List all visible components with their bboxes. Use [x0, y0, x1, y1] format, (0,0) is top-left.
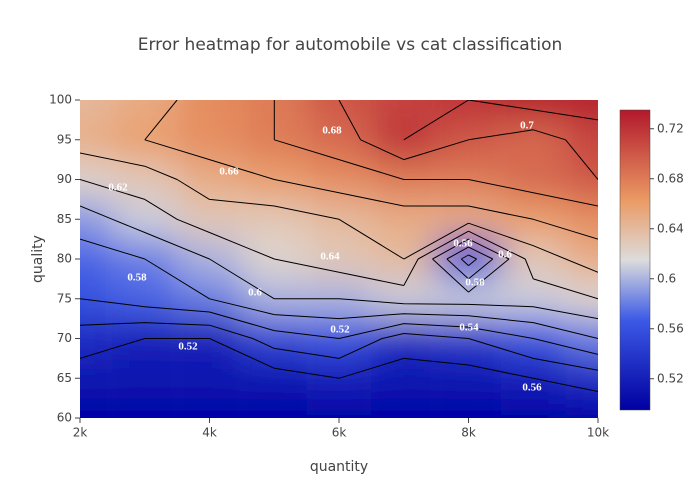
- heat-cell: [565, 119, 598, 160]
- colorbar-tick-label: 0.72: [657, 121, 684, 135]
- heat-cell: [565, 159, 598, 200]
- contour-line: [80, 152, 598, 273]
- contour-line: [80, 179, 598, 300]
- contour-line: [273, 100, 598, 207]
- heat-cell: [500, 119, 566, 160]
- contour-label: 0.7: [520, 120, 534, 132]
- heat-cell: [112, 199, 178, 240]
- contour-label: 0.56: [453, 238, 473, 250]
- heat-cell: [177, 398, 242, 418]
- y-tick-label: 95: [57, 132, 72, 146]
- y-tick-label: 75: [57, 291, 72, 305]
- contour-label: 0.56: [522, 382, 542, 394]
- heat-cell: [565, 239, 598, 279]
- heat-cell: [112, 278, 178, 319]
- heat-cell: [80, 159, 113, 200]
- heat-cell: [241, 358, 307, 399]
- chart-title: Error heatmap for automobile vs cat clas…: [138, 35, 563, 55]
- contour-line: [338, 100, 598, 180]
- contour-label: 0.58: [465, 277, 485, 289]
- contour-line: [80, 205, 598, 320]
- contour-label: 0.6: [248, 287, 262, 299]
- heat-cell: [80, 358, 113, 399]
- heat-cell: [436, 358, 501, 399]
- x-tick-label: 2k: [73, 426, 88, 440]
- contour-line: [403, 100, 598, 141]
- contour-line: [144, 100, 598, 240]
- heat-cell: [306, 398, 372, 418]
- heat-cell: [177, 199, 242, 240]
- x-axis-title: quantity: [310, 459, 368, 475]
- heat-cell: [436, 199, 501, 240]
- contour-line: [80, 254, 598, 355]
- contour-label: 0.58: [127, 272, 147, 284]
- heat-cell: [436, 100, 501, 120]
- y-tick-label: 100: [49, 93, 72, 107]
- y-tick-label: 80: [57, 252, 72, 266]
- heat-cell: [371, 398, 437, 418]
- colorbar-tick-label: 0.64: [657, 221, 684, 235]
- heat-cell: [565, 100, 598, 120]
- contour-label: 0.52: [178, 341, 198, 353]
- x-tick-label: 6k: [332, 426, 347, 440]
- x-tick-label: 10k: [587, 426, 609, 440]
- x-tick-label: 4k: [202, 426, 217, 440]
- heat-cell: [436, 278, 501, 319]
- heat-cell: [80, 199, 113, 240]
- colorbar-tick-label: 0.6: [657, 271, 676, 285]
- y-tick-label: 90: [57, 172, 72, 186]
- contour-label: 0.54: [459, 322, 479, 334]
- heat-cell: [80, 239, 113, 279]
- heat-cell: [436, 398, 501, 418]
- heat-cell: [371, 199, 437, 240]
- heat-cell: [80, 398, 113, 418]
- y-tick-label: 70: [57, 331, 72, 345]
- heat-cell: [306, 159, 372, 200]
- axes: 2k 4k 6k 8k 10k60657075808590951000.520.560.…: [49, 93, 684, 440]
- heat-cell: [80, 119, 113, 160]
- heat-cell: [565, 318, 598, 359]
- y-tick-label: 60: [57, 411, 72, 425]
- colorbar-tick-label: 0.52: [657, 371, 684, 385]
- heat-cell: [500, 159, 566, 200]
- heat-cell: [112, 398, 178, 418]
- contour-label: 0.66: [219, 166, 239, 178]
- contour-label: 0.64: [320, 251, 340, 263]
- heat-cell: [112, 100, 178, 120]
- colorbar-tick-label: 0.56: [657, 321, 684, 335]
- heat-cell: [565, 278, 598, 319]
- heat-cell: [371, 358, 437, 399]
- y-tick-label: 65: [57, 371, 72, 385]
- x-tick-label: 8k: [461, 426, 476, 440]
- contour-label: 0.62: [108, 182, 128, 194]
- contour-label: 0.52: [330, 324, 350, 336]
- y-tick-label: 85: [57, 212, 72, 226]
- heat-cell: [500, 398, 566, 418]
- y-axis-title: quality: [30, 235, 46, 283]
- heat-cell: [241, 199, 307, 240]
- heat-cell: [500, 278, 566, 319]
- contours: 0.68 0.7 0.66 0.62 0.64 0.58 0.6 0.56 0.6 0.58 0.5…: [80, 100, 598, 394]
- contour-label: 0.68: [322, 125, 342, 137]
- contour-line: [80, 238, 598, 339]
- heat-cell: [565, 199, 598, 240]
- contour-line: [80, 322, 598, 371]
- heat-cell: [112, 358, 178, 399]
- heat-cell: [306, 100, 372, 120]
- heat-cell: [177, 119, 242, 160]
- heat-cell: [371, 100, 437, 120]
- contour-label: 0.6: [498, 249, 512, 261]
- heat-cell: [80, 278, 113, 319]
- heat-cell: [80, 100, 113, 120]
- heat-cell: [241, 398, 307, 418]
- heat-cell: [177, 100, 242, 120]
- heat-cell: [177, 358, 242, 399]
- colorbar: [619, 109, 651, 411]
- heat-cell: [565, 398, 598, 418]
- contour-line: [80, 338, 598, 392]
- colorbar-tick-label: 0.68: [657, 171, 684, 185]
